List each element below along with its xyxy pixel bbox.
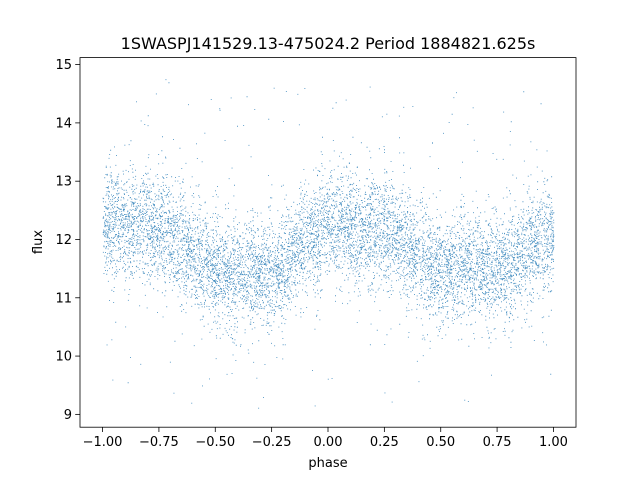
x-tick-label: −0.50 [195, 435, 235, 450]
x-tick-label: −0.75 [139, 435, 179, 450]
scatter-points [102, 79, 555, 409]
chart-title: 1SWASPJ141529.13-475024.2 Period 1884821… [121, 34, 536, 53]
y-tick-label: 12 [55, 233, 72, 248]
y-tick-label: 10 [55, 350, 72, 365]
x-axis-label: phase [308, 456, 347, 471]
x-tick-label: 0.00 [314, 435, 343, 450]
y-tick-label: 11 [55, 291, 72, 306]
x-tick-label: 0.25 [370, 435, 399, 450]
y-axis-label: flux [31, 230, 46, 254]
x-tick-label: 0.50 [426, 435, 455, 450]
x-tick-label: −0.25 [252, 435, 292, 450]
y-tick-label: 9 [64, 408, 72, 423]
y-axis: 9 10 11 12 13 14 15 [55, 58, 80, 423]
y-tick-label: 14 [55, 116, 72, 131]
x-tick-label: −1.00 [83, 435, 123, 450]
data-points [102, 79, 555, 409]
x-axis: −1.00 −0.75 −0.50 −0.25 0.00 0.25 0.50 0.75 1.00 [83, 427, 568, 450]
y-tick-label: 15 [55, 58, 72, 73]
x-tick-label: 0.75 [483, 435, 512, 450]
y-tick-label: 13 [55, 175, 72, 190]
x-tick-label: 1.00 [539, 435, 568, 450]
